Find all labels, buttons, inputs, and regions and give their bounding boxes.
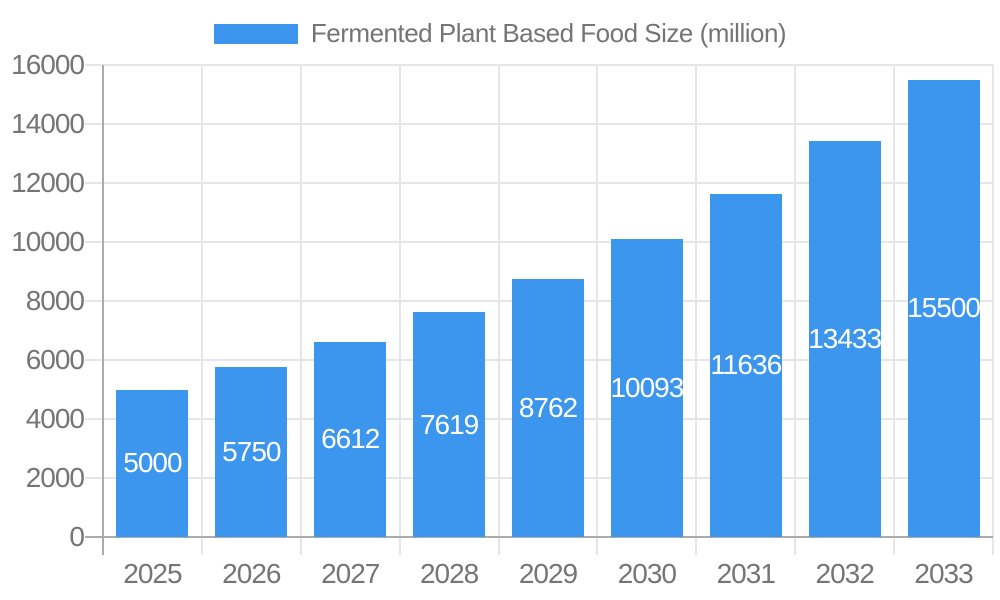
y-axis-tick-label: 6000 [25, 344, 85, 375]
legend-swatch-icon [213, 23, 298, 44]
bar[interactable]: 7619 [413, 312, 486, 537]
gridline-vertical [398, 65, 401, 555]
bar[interactable]: 5000 [116, 389, 189, 537]
x-axis-tick-label: 2025 [123, 558, 182, 589]
x-axis-tick-label: 2028 [419, 558, 479, 589]
x-axis-tick-label: 2032 [815, 558, 875, 589]
gridline-vertical [992, 65, 994, 555]
bar[interactable]: 15500 [907, 79, 981, 537]
legend-label: Fermented Plant Based Food Size (million… [310, 18, 787, 48]
x-axis-tick-label: 2033 [914, 558, 973, 589]
y-axis-tick-label: 14000 [11, 108, 85, 139]
gridline-vertical [695, 65, 698, 555]
bar[interactable]: 10093 [610, 239, 684, 537]
bar-value-label: 5750 [222, 436, 281, 468]
gridline-vertical [794, 65, 797, 555]
y-axis-tick-label: 10000 [11, 226, 85, 257]
x-axis-tick-label: 2029 [518, 558, 578, 589]
gridline-vertical [893, 65, 896, 555]
y-axis-tick-label: 2000 [25, 462, 85, 493]
bar[interactable]: 8762 [512, 278, 584, 537]
legend[interactable]: Fermented Plant Based Food Size (million… [0, 18, 1000, 49]
x-axis-tick-label: 2030 [617, 558, 677, 589]
x-axis-line [85, 536, 993, 538]
bar-value-label: 6612 [321, 423, 380, 455]
x-axis-tick-label: 2027 [321, 558, 380, 589]
y-axis-tick-label: 0 [69, 521, 85, 552]
gridline-horizontal [85, 123, 993, 125]
bar[interactable]: 6612 [314, 341, 387, 537]
bar[interactable]: 13433 [808, 140, 882, 537]
bar-value-label: 11636 [710, 349, 782, 381]
gridline-vertical [596, 65, 599, 555]
gridline-vertical [497, 65, 500, 555]
y-axis-line [102, 65, 104, 555]
x-axis-tick-label: 2031 [716, 558, 776, 589]
bar-value-label: 8762 [518, 391, 578, 423]
gridline-horizontal [85, 182, 993, 184]
y-axis-tick-label: 16000 [11, 49, 85, 80]
bar-value-label: 10093 [610, 372, 684, 404]
y-axis-tick-label: 8000 [25, 285, 85, 316]
bar[interactable]: 11636 [709, 193, 782, 537]
bar[interactable]: 5750 [215, 367, 288, 537]
bar-value-label: 5000 [123, 447, 182, 479]
x-axis-tick-label: 2026 [222, 558, 281, 589]
bar-value-label: 7619 [419, 408, 479, 440]
gridline-vertical [200, 65, 203, 555]
y-axis-tick-label: 12000 [11, 167, 85, 198]
gridline-vertical [299, 65, 302, 555]
gridline-horizontal [85, 64, 993, 66]
bar-value-label: 13433 [808, 322, 882, 354]
gridline-horizontal [85, 241, 993, 243]
y-axis-tick-label: 4000 [25, 403, 85, 434]
bar-value-label: 15500 [907, 292, 981, 324]
